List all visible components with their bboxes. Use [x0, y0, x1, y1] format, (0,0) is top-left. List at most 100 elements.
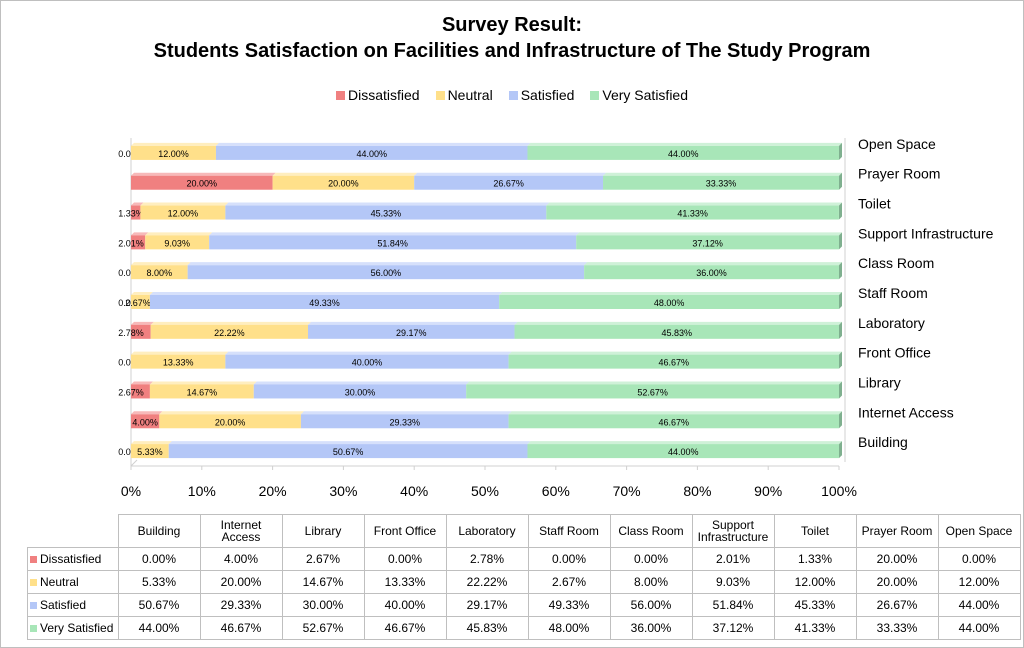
table-cell: 2.67% [527, 570, 611, 594]
legend-swatch [335, 90, 345, 100]
data-label: 8.00% [147, 268, 173, 278]
bar-neutral-class-room [131, 265, 188, 280]
legend-swatch [590, 90, 600, 100]
bar-top-face [131, 292, 153, 295]
bar-neutral-library [149, 384, 254, 399]
table-cell: 30.00% [281, 593, 365, 617]
table-cell: 29.17% [445, 593, 529, 617]
table-cell: 12.00% [937, 570, 1021, 594]
table-cell: 22.22% [445, 570, 529, 594]
data-label: 44.00% [668, 447, 699, 457]
bar-dissatisfied-laboratory [131, 324, 151, 339]
table-row: Very Satisfied 44.00% 46.67% 52.67% 46.67% 45… [27, 616, 1021, 640]
table-row: Neutral 5.33% 20.00% 14.67% 13.33% 22.22% 2.67… [27, 570, 1021, 594]
chart-title-line-1: Survey Result: [441, 14, 583, 36]
table-cell: 8.00% [609, 570, 693, 594]
x-tick-label: 40% [400, 483, 428, 499]
chart-title: Survey Result: Students Satisfaction on … [0, 12, 1024, 64]
table-cell: 40.00% [363, 593, 447, 617]
category-label-front-office: Front Office [858, 345, 931, 361]
data-label: 49.33% [309, 298, 340, 308]
bar-top-face [131, 441, 172, 445]
table-cell: 4.00% [199, 547, 283, 571]
legend-label: Satisfied [520, 87, 575, 103]
bar-top-face [527, 142, 842, 146]
data-label: 29.17% [396, 328, 427, 338]
bar-neutral-laboratory [150, 324, 308, 339]
table-header-laboratory: Laboratory [445, 514, 529, 548]
bar-dissatisfied-internet-access [131, 414, 160, 429]
bar-top-face [414, 172, 607, 176]
legend-item-very-satisfied: Very Satisfied [590, 87, 688, 103]
table-cell: 14.67% [281, 570, 365, 594]
table-header-prayer-room: Prayer Room [855, 514, 939, 548]
table-cell: 52.67% [281, 616, 365, 640]
x-tick-label: 60% [542, 483, 570, 499]
bar-neutral-front-office [131, 354, 226, 369]
table-legend-swatch [30, 579, 37, 587]
data-label: 46.67% [659, 417, 690, 427]
bar-top-face [603, 172, 842, 176]
bar-end-face [839, 411, 842, 429]
data-label: 9.03% [164, 238, 190, 248]
bar-top-face [131, 262, 191, 266]
bar-top-face [546, 202, 842, 206]
bar-very-satisfied-support-infrastructure [576, 235, 839, 250]
table-header-internet-access: Internet Access [199, 514, 283, 548]
data-label: 44.00% [356, 149, 387, 159]
table-cell: 45.33% [773, 593, 857, 617]
bar-very-satisfied-staff-room [499, 295, 839, 309]
data-label: 12.00% [158, 149, 189, 159]
bar-top-face [215, 142, 531, 146]
data-label: 2.01% [118, 238, 144, 248]
x-tick-label: 50% [471, 483, 499, 499]
table-cell: 50.67% [117, 593, 201, 617]
data-label: 48.00% [654, 298, 685, 308]
data-label: 33.33% [706, 179, 737, 189]
bar-very-satisfied-prayer-room [603, 175, 839, 190]
table-cell: 37.12% [691, 616, 775, 640]
table-cell: 13.33% [363, 570, 447, 594]
table-cell: 33.33% [855, 616, 939, 640]
table-cell: 0.00% [117, 547, 201, 571]
legend-label: Very Satisfied [602, 87, 689, 103]
table-cell: 44.00% [937, 616, 1021, 640]
table-cell: 26.67% [855, 593, 939, 617]
category-label-support-infrastructure: Support Infrastructure [858, 225, 994, 241]
bar-top-face [131, 411, 163, 415]
bar-top-face [149, 292, 503, 295]
table-header-front-office: Front Office [363, 514, 447, 548]
data-label: 46.67% [659, 358, 690, 368]
bar-satisfied-toilet [225, 205, 547, 220]
bar-top-face [466, 381, 843, 385]
table-row-head-neutral: Neutral [27, 570, 119, 594]
table-cell: 41.33% [773, 616, 857, 640]
table-cell: 36.00% [609, 616, 693, 640]
bar-dissatisfied-toilet [131, 205, 141, 220]
bar-dissatisfied-prayer-room [131, 175, 273, 190]
bar-top-face [253, 381, 470, 385]
bar-top-face [150, 321, 311, 325]
bar-top-face [131, 351, 229, 355]
bar-very-satisfied-library [466, 384, 840, 399]
bar-neutral-toilet [140, 205, 226, 220]
bar-end-face [839, 321, 842, 339]
table-corner [27, 514, 119, 548]
bar-satisfied-building [168, 444, 528, 459]
table-cell: 20.00% [855, 570, 939, 594]
bar-top-face [514, 321, 842, 325]
x-tick-label: 70% [613, 483, 641, 499]
data-table: Building Internet Access Library Front Offi… [27, 514, 1021, 640]
data-label: 1.33% [118, 209, 144, 219]
bar-dissatisfied-support-infrastructure [131, 235, 146, 250]
data-label: 20.00% [328, 179, 359, 189]
bar-top-face [131, 232, 149, 236]
bar-very-satisfied-toilet [546, 205, 839, 220]
bar-satisfied-class-room [187, 265, 585, 280]
category-label-class-room: Class Room [858, 255, 934, 271]
table-series-name: Neutral [40, 575, 79, 589]
table-header-class-room: Class Room [609, 514, 693, 548]
table-row-head-satisfied: Satisfied [27, 593, 119, 617]
bar-top-face [159, 411, 304, 415]
bar-top-face [131, 381, 153, 385]
